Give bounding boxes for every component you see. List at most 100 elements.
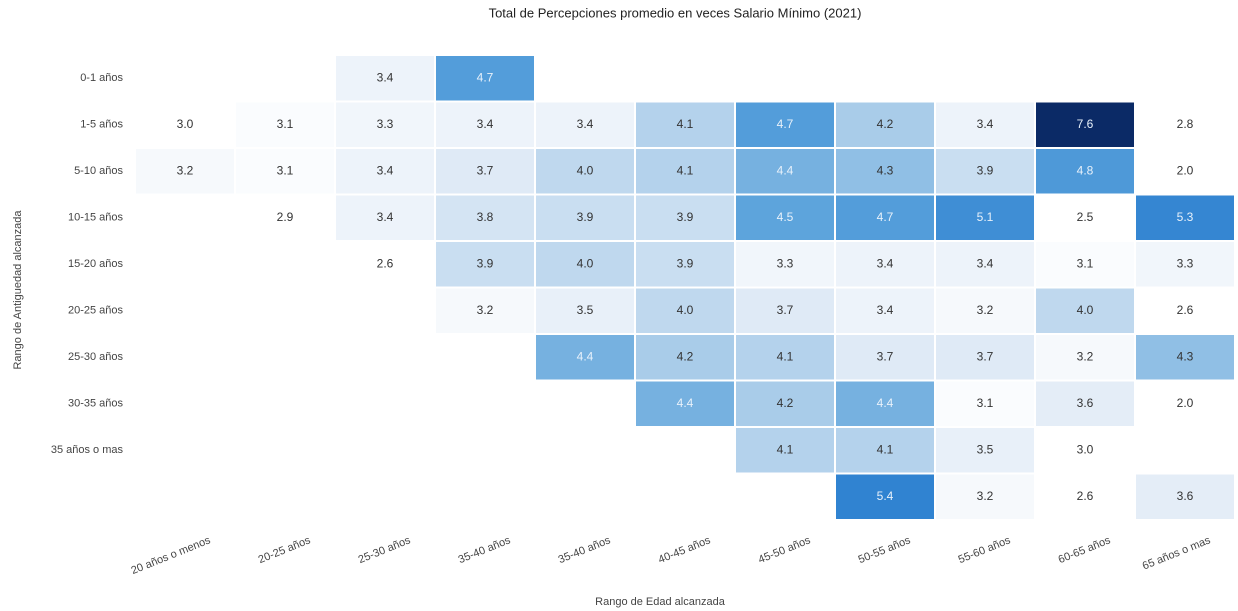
y-axis-label: Rango de Antiguedad alcanzada (12, 210, 24, 370)
heatmap-cell (1136, 381, 1234, 426)
value-label: 3.6 (1077, 396, 1094, 410)
x-tick-label: 60-65 años (1057, 534, 1113, 566)
value-label: 4.1 (677, 163, 694, 177)
heatmap-cell (836, 242, 934, 287)
y-tick-label: 25-30 años (68, 351, 124, 363)
value-label: 2.9 (277, 210, 294, 224)
x-tick-label: 20-25 años (257, 534, 313, 566)
value-label: 2.0 (1177, 163, 1194, 177)
heatmap-cell (236, 102, 334, 147)
x-axis-label: Rango de Edad alcanzada (595, 596, 726, 608)
value-label: 4.2 (677, 349, 694, 363)
heatmap-cell (436, 149, 534, 194)
heatmap-cell (536, 242, 634, 287)
y-tick-label: 0-1 años (80, 72, 123, 84)
value-label: 3.3 (377, 117, 394, 131)
value-label: 3.7 (877, 349, 894, 363)
heatmap-cell (736, 428, 834, 473)
value-label: 4.0 (577, 256, 594, 270)
heatmap-cell (936, 288, 1034, 333)
value-label: 2.0 (1177, 396, 1194, 410)
value-label: 3.4 (877, 303, 894, 317)
value-label: 3.4 (377, 70, 394, 84)
value-label: 4.4 (577, 349, 594, 363)
heatmap-cell (836, 195, 934, 240)
heatmap-cell (536, 102, 634, 147)
heatmap-cell (836, 428, 934, 473)
heatmap-cell (936, 195, 1034, 240)
value-label: 3.8 (477, 210, 494, 224)
heatmap-cell (1036, 288, 1134, 333)
y-tick-label: 15-20 años (68, 258, 124, 270)
heatmap-cell (1136, 335, 1234, 380)
value-label: 4.3 (877, 163, 894, 177)
value-label: 2.5 (1077, 210, 1094, 224)
y-tick-label: 30-35 años (68, 398, 124, 410)
heatmap-cell (1036, 242, 1134, 287)
x-tick-label: 35-40 años (557, 534, 613, 566)
value-label: 3.2 (1077, 349, 1094, 363)
heatmap-cell (636, 195, 734, 240)
value-label: 3.0 (177, 117, 194, 131)
heatmap-cell (936, 149, 1034, 194)
heatmap-cell (836, 288, 934, 333)
heatmap-cell (536, 149, 634, 194)
heatmap-cell (936, 474, 1034, 519)
value-label: 4.4 (877, 396, 894, 410)
heatmap-cell (436, 195, 534, 240)
heatmap-cell (936, 335, 1034, 380)
value-label: 4.3 (1177, 349, 1194, 363)
value-label: 4.4 (777, 163, 794, 177)
y-tick-label: 10-15 años (68, 212, 124, 224)
value-label: 3.0 (1077, 442, 1094, 456)
y-tick-label: 5-10 años (74, 165, 123, 177)
value-label: 3.4 (377, 210, 394, 224)
heatmap-cell (936, 102, 1034, 147)
heatmap-cell (236, 195, 334, 240)
value-label: 5.3 (1177, 210, 1194, 224)
value-label: 3.4 (477, 117, 494, 131)
value-label: 2.8 (1177, 117, 1194, 131)
heatmap-cell (1136, 149, 1234, 194)
value-label: 3.7 (477, 163, 494, 177)
value-label: 4.2 (777, 396, 794, 410)
value-label: 3.2 (177, 163, 194, 177)
value-label: 4.7 (777, 117, 794, 131)
value-label: 3.4 (977, 256, 994, 270)
x-tick-label: 35-40 años (457, 534, 513, 566)
heatmap-cell (736, 149, 834, 194)
value-label: 3.9 (477, 256, 494, 270)
heatmap-cell (436, 242, 534, 287)
value-label: 4.0 (577, 163, 594, 177)
heatmap-cell (736, 288, 834, 333)
value-label: 3.9 (677, 210, 694, 224)
heatmap-cell (136, 149, 234, 194)
value-label: 3.4 (977, 117, 994, 131)
heatmap-cell (1136, 102, 1234, 147)
heatmap-cell (936, 381, 1034, 426)
value-label: 3.1 (277, 117, 294, 131)
heatmap-cell (1036, 195, 1134, 240)
value-label: 3.1 (1077, 256, 1094, 270)
value-label: 3.6 (1177, 489, 1194, 503)
heatmap-cell (1036, 428, 1134, 473)
value-label: 3.7 (977, 349, 994, 363)
value-label: 3.2 (977, 303, 994, 317)
value-label: 3.2 (477, 303, 494, 317)
y-tick-label: 35 años o mas (51, 444, 124, 456)
heatmap-cell (1036, 474, 1134, 519)
heatmap-cell (936, 242, 1034, 287)
heatmap-cell (636, 149, 734, 194)
heatmap-cell (636, 381, 734, 426)
value-label: 3.1 (277, 163, 294, 177)
x-tick-label: 55-60 años (957, 534, 1013, 566)
heatmap-cell (1036, 381, 1134, 426)
heatmap-cell (336, 149, 434, 194)
value-label: 3.7 (777, 303, 794, 317)
heatmap-cell (1036, 149, 1134, 194)
heatmap-cell (536, 195, 634, 240)
value-label: 3.3 (1177, 256, 1194, 270)
heatmap-cell (1036, 335, 1134, 380)
heatmap-cell (536, 288, 634, 333)
value-label: 3.2 (977, 489, 994, 503)
